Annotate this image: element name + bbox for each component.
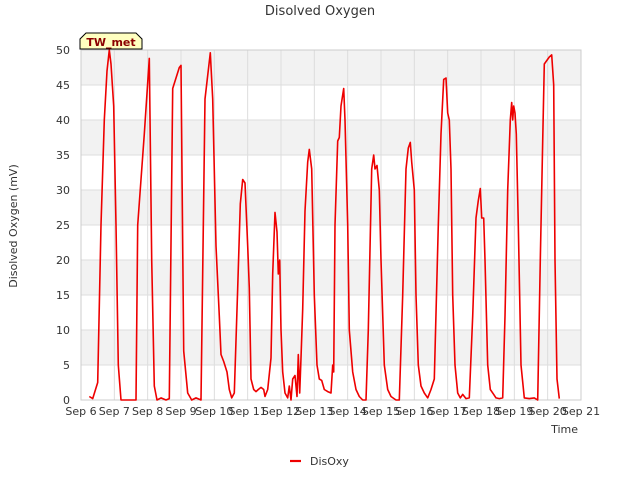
legend: DisOxy bbox=[290, 455, 349, 468]
y-tick-label-20: 20 bbox=[56, 254, 70, 267]
band-45 bbox=[81, 50, 581, 85]
series-line-disoxy bbox=[88, 49, 561, 401]
y-tick-label-15: 15 bbox=[56, 289, 70, 302]
x-tick-label-10: Sep 10 bbox=[195, 405, 233, 418]
y-tick-label-25: 25 bbox=[56, 219, 70, 232]
x-tick-label-9: Sep 9 bbox=[165, 405, 196, 418]
alternating-bands bbox=[81, 50, 581, 365]
x-axis-label: Time bbox=[550, 423, 578, 436]
station-badge-box bbox=[79, 32, 143, 50]
x-tick-label-13: Sep 13 bbox=[295, 405, 333, 418]
y-tick-label-0: 0 bbox=[63, 394, 70, 407]
x-tick-label-11: Sep 11 bbox=[229, 405, 267, 418]
station-badge: TW_met bbox=[79, 32, 143, 50]
y-tick-label-35: 35 bbox=[56, 149, 70, 162]
x-tick-label-7: Sep 7 bbox=[99, 405, 130, 418]
y-axis: 0 5 10 15 20 25 30 35 40 45 50 bbox=[56, 44, 70, 407]
y-tick-label-40: 40 bbox=[56, 114, 70, 127]
x-tick-label-18: Sep 18 bbox=[462, 405, 500, 418]
y-tick-label-45: 45 bbox=[56, 79, 70, 92]
x-tick-label-8: Sep 8 bbox=[132, 405, 163, 418]
chart-title: Disolved Oxygen bbox=[265, 4, 375, 19]
x-tick-label-17: Sep 17 bbox=[429, 405, 467, 418]
x-tick-label-20: Sep 20 bbox=[529, 405, 567, 418]
station-badge-label: TW_met bbox=[86, 36, 135, 49]
x-tick-label-6: Sep 6 bbox=[65, 405, 96, 418]
plot-frame bbox=[80, 49, 582, 401]
band-5 bbox=[81, 330, 581, 365]
y-tick-label-30: 30 bbox=[56, 184, 70, 197]
y-tick-label-10: 10 bbox=[56, 324, 70, 337]
x-tick-label-21: Sep 21 bbox=[562, 405, 600, 418]
x-tick-label-15: Sep 15 bbox=[362, 405, 400, 418]
x-tick-label-19: Sep 19 bbox=[495, 405, 533, 418]
x-tick-label-14: Sep 14 bbox=[329, 405, 367, 418]
x-tick-label-16: Sep 16 bbox=[395, 405, 433, 418]
y-tick-label-5: 5 bbox=[63, 359, 70, 372]
band-15 bbox=[81, 260, 581, 295]
y-tick-label-50: 50 bbox=[56, 44, 70, 57]
band-25 bbox=[81, 190, 581, 225]
x-tick-label-12: Sep 12 bbox=[262, 405, 300, 418]
y-axis-label: Disolved Oxygen (mV) bbox=[7, 164, 20, 288]
legend-label-disoxy: DisOxy bbox=[310, 455, 349, 468]
band-35 bbox=[81, 120, 581, 155]
